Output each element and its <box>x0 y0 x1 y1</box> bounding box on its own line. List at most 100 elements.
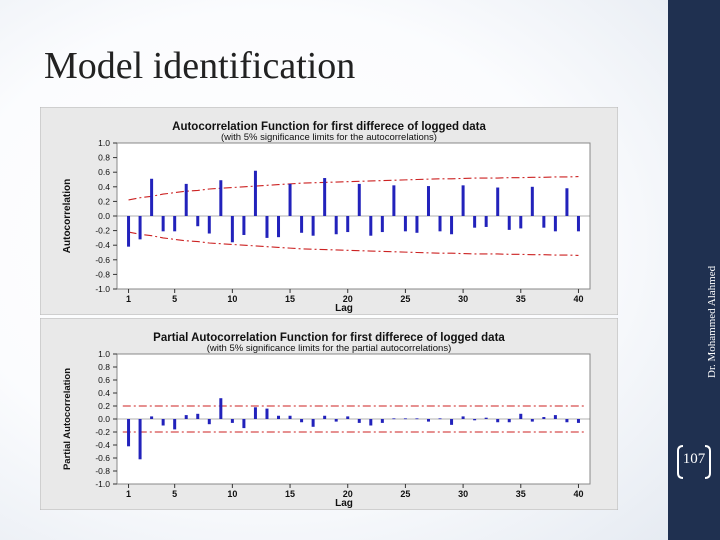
acf-ytick-label: -0.6 <box>95 255 110 265</box>
acf-bar <box>219 180 223 216</box>
acf-bar <box>334 216 338 235</box>
acf-bar <box>438 216 442 232</box>
acf-bar <box>161 216 165 232</box>
pacf-bar <box>380 419 384 423</box>
acf-ytick-label: -0.4 <box>95 240 110 250</box>
acf-bar <box>380 216 384 233</box>
acf-bar <box>346 216 350 233</box>
acf-bar <box>288 183 292 216</box>
acf-xtick-label: 1 <box>126 294 131 304</box>
pacf-xtick-label: 1 <box>126 489 131 499</box>
page-number-bracket <box>677 445 711 479</box>
pacf-ytick-label: -1.0 <box>95 479 110 489</box>
acf-upper-limit-line <box>128 176 579 201</box>
acf-bar <box>311 216 315 236</box>
pacf-bar <box>415 418 419 420</box>
acf-bar <box>127 216 131 247</box>
pacf-bar <box>507 419 511 423</box>
acf-chart-title: Autocorrelation Function for first diffe… <box>172 121 486 133</box>
pacf-bar <box>426 419 430 422</box>
acf-bar <box>530 186 534 216</box>
acf-bar <box>253 170 257 216</box>
acf-bar <box>196 216 200 227</box>
acf-bar <box>207 216 211 234</box>
pacf-bar <box>138 419 142 460</box>
acf-bar <box>473 216 477 228</box>
acf-bar <box>369 216 373 236</box>
pacf-y-axis-label: Partial Autocorrelation <box>62 368 73 470</box>
pacf-bar <box>392 418 396 420</box>
acf-ytick-label: -0.8 <box>95 269 110 279</box>
acf-ytick-label: 0.8 <box>98 153 110 163</box>
acf-ytick-label: 0.2 <box>98 196 110 206</box>
pacf-bar <box>207 419 211 425</box>
acf-bar <box>415 216 419 233</box>
pacf-bar <box>565 419 569 423</box>
pacf-bar <box>519 413 523 419</box>
pacf-ytick-label: -0.8 <box>95 466 110 476</box>
acf-bar <box>496 187 500 216</box>
pacf-bar <box>484 417 488 419</box>
acf-bar <box>450 216 454 235</box>
pacf-xtick-label: 25 <box>400 489 410 499</box>
pacf-bar <box>230 419 234 423</box>
acf-bar <box>357 183 361 216</box>
acf-ytick-label: 0.6 <box>98 167 110 177</box>
slide-title: Model identification <box>44 45 356 87</box>
pacf-ytick-label: -0.4 <box>95 440 110 450</box>
pacf-bar <box>161 419 165 426</box>
acf-xtick-label: 25 <box>400 294 410 304</box>
pacf-xtick-label: 30 <box>458 489 468 499</box>
pacf-bar <box>542 417 546 419</box>
pacf-ytick-label: 0.4 <box>98 388 110 398</box>
pacf-bar <box>277 415 281 419</box>
acf-xtick-label: 5 <box>172 294 177 304</box>
pacf-bar <box>553 415 557 419</box>
acf-bar <box>242 216 246 235</box>
acf-bar <box>230 216 234 243</box>
pacf-bar <box>288 415 292 419</box>
pacf-chart-subtitle: (with 5% significance limits for the par… <box>207 343 451 354</box>
pacf-bar <box>184 415 188 419</box>
pacf-bar <box>461 416 465 419</box>
pacf-bar <box>242 419 246 429</box>
acf-xtick-label: 15 <box>285 294 295 304</box>
pacf-bar <box>311 419 315 427</box>
acf-x-axis-label: Lag <box>335 303 353 314</box>
pacf-ytick-label: -0.6 <box>95 453 110 463</box>
acf-ytick-label: -0.2 <box>95 226 110 236</box>
pacf-bar <box>369 419 373 426</box>
acf-y-axis-label: Autocorrelation <box>62 179 73 253</box>
pacf-bar <box>323 415 327 419</box>
acf-ytick-label: 1.0 <box>98 138 110 148</box>
pacf-bar <box>530 419 534 422</box>
acf-ytick-label: 0.0 <box>98 211 110 221</box>
pacf-bar <box>346 416 350 419</box>
pacf-bar <box>300 419 304 423</box>
pacf-ytick-label: 0.0 <box>98 414 110 424</box>
pacf-ytick-label: 0.2 <box>98 401 110 411</box>
pacf-ytick-label: 0.6 <box>98 375 110 385</box>
acf-xtick-label: 35 <box>516 294 526 304</box>
acf-bar <box>403 216 407 232</box>
pacf-bar <box>196 413 200 419</box>
acf-bar <box>265 216 269 238</box>
acf-xtick-label: 10 <box>227 294 237 304</box>
acf-ytick-label: -1.0 <box>95 284 110 294</box>
pacf-xtick-label: 5 <box>172 489 177 499</box>
pacf-xtick-label: 35 <box>516 489 526 499</box>
pacf-bar <box>127 419 131 447</box>
acf-bar <box>542 216 546 228</box>
page-number: 107 <box>682 451 706 467</box>
acf-bar <box>461 185 465 216</box>
acf-bar <box>392 185 396 216</box>
pacf-bar <box>403 418 407 420</box>
pacf-bar <box>357 419 361 423</box>
acf-bar <box>507 216 511 230</box>
pacf-bar <box>219 398 223 419</box>
pacf-bar <box>334 419 338 422</box>
acf-xtick-label: 20 <box>343 294 353 304</box>
pacf-ytick-label: -0.2 <box>95 427 110 437</box>
acf-bar <box>576 216 580 232</box>
pacf-chart: Partial Autocorrelation Function for fir… <box>40 318 618 510</box>
